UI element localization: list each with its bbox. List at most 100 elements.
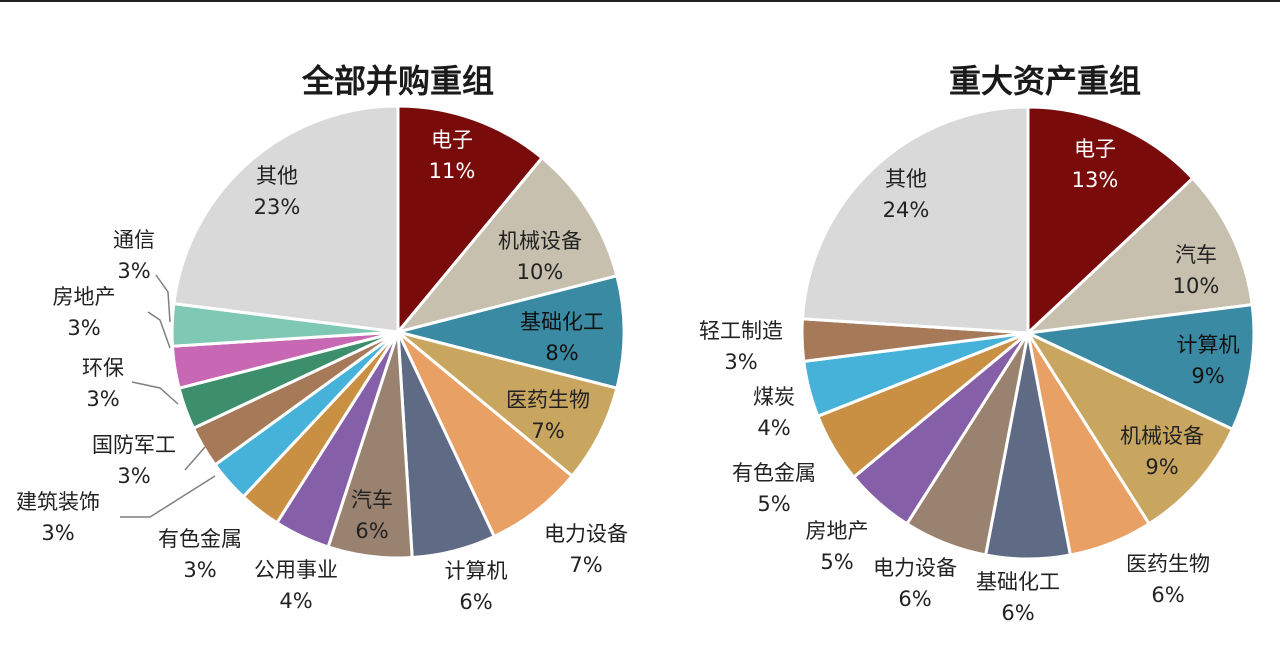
slice-label-基础化工: 基础化工 6% — [976, 570, 1060, 625]
slice-category-name: 环保 — [82, 356, 124, 380]
slice-percentage: 13% — [1072, 168, 1119, 192]
chart-title: 全部并购重组 — [301, 62, 494, 100]
pie-slice-其他 — [800, 105, 1030, 335]
pie-chart-major-asset-restructuring: 重大资产重组 电子 13% 汽车 10% 计算机 9% 机械设备 9% 医药生物 6% 基础化工 6%… — [699, 62, 1256, 625]
slice-percentage: 3% — [67, 316, 100, 340]
slice-percentage: 3% — [724, 350, 757, 374]
slice-percentage: 24% — [883, 198, 930, 222]
pie-chart-all-mna: 全部并购重组 电子 11% 机械设备 10% 基础化工 8% 医药生物 7% 电力设备 7% 计算机… — [16, 62, 628, 614]
slice-label-其他: 其他 23% — [254, 164, 301, 219]
slice-percentage: 3% — [41, 521, 74, 545]
slice-category-name: 电子 — [431, 128, 473, 152]
slice-percentage: 7% — [531, 419, 564, 443]
slice-category-name: 医药生物 — [506, 388, 590, 412]
slice-percentage: 6% — [459, 590, 492, 614]
slice-category-name: 机械设备 — [498, 229, 582, 253]
pie-slice-汽车 — [1026, 176, 1254, 335]
slice-label-计算机: 计算机 6% — [445, 559, 508, 614]
slice-percentage: 9% — [1191, 364, 1224, 388]
pie-slice-机械设备 — [1026, 331, 1234, 526]
slice-category-name: 其他 — [256, 164, 298, 188]
slice-category-name: 电子 — [1074, 137, 1116, 161]
pie-slice-基础化工 — [396, 274, 626, 390]
slice-percentage: 6% — [355, 519, 388, 543]
slice-label-环保: 环保 3% — [82, 356, 124, 411]
slice-category-name: 机械设备 — [1120, 424, 1204, 448]
slice-category-name: 基础化工 — [976, 570, 1060, 594]
slice-percentage: 7% — [569, 553, 602, 577]
leader-line-建筑装饰 — [120, 475, 216, 518]
slice-category-name: 国防军工 — [92, 433, 176, 457]
slice-label-机械设备: 机械设备 9% — [1120, 424, 1204, 479]
slice-category-name: 煤炭 — [753, 385, 795, 409]
top-border-line — [0, 0, 1280, 2]
leader-line-房地产 — [147, 311, 171, 349]
pie-slice-其他 — [172, 104, 400, 334]
slice-label-机械设备: 机械设备 10% — [498, 229, 582, 284]
slice-percentage: 3% — [183, 558, 216, 582]
slice-category-name: 其他 — [885, 167, 927, 191]
slice-category-name: 建筑装饰 — [16, 490, 100, 514]
leader-lines — [120, 274, 216, 518]
leader-line-国防军工 — [184, 446, 206, 471]
slice-category-name: 房地产 — [53, 285, 116, 309]
pie-slice-电子 — [1026, 105, 1195, 335]
slice-label-煤炭: 煤炭 4% — [753, 385, 795, 440]
slice-percentage: 3% — [86, 387, 119, 411]
slice-percentage: 3% — [117, 259, 150, 283]
slice-label-建筑装饰: 建筑装饰 3% — [16, 490, 100, 545]
slice-category-name: 公用事业 — [254, 558, 338, 582]
slice-percentage: 8% — [545, 341, 578, 365]
slice-percentage: 6% — [898, 587, 931, 611]
slice-labels: 电子 13% 汽车 10% 计算机 9% 机械设备 9% 医药生物 6% 基础化工 6% 电力设备 6% 房… — [699, 137, 1240, 625]
leader-line-环保 — [131, 381, 179, 405]
leader-line-通信 — [155, 274, 171, 323]
slice-category-name: 通信 — [113, 228, 155, 252]
pie-slices — [170, 104, 626, 560]
slice-label-房地产: 房地产 5% — [806, 519, 869, 574]
slice-label-医药生物: 医药生物 6% — [1126, 552, 1210, 607]
slice-percentage: 4% — [279, 589, 312, 613]
slice-percentage: 23% — [254, 195, 301, 219]
slice-percentage: 4% — [757, 416, 790, 440]
slice-label-电子: 电子 13% — [1072, 137, 1119, 192]
slice-label-计算机: 计算机 9% — [1177, 333, 1240, 388]
slice-label-轻工制造: 轻工制造 3% — [699, 319, 783, 374]
slice-label-汽车: 汽车 10% — [1173, 243, 1220, 298]
pie-slice-计算机 — [1026, 303, 1256, 431]
chart-title: 重大资产重组 — [949, 62, 1141, 100]
slice-percentage: 11% — [429, 159, 476, 183]
slice-label-基础化工: 基础化工 8% — [520, 310, 604, 365]
slice-category-name: 有色金属 — [732, 461, 816, 485]
slice-label-有色金属: 有色金属 3% — [158, 527, 242, 582]
pie-slice-电子 — [396, 104, 544, 334]
slice-label-电力设备: 电力设备 7% — [544, 522, 628, 577]
slice-label-其他: 其他 24% — [883, 167, 930, 222]
slice-label-电力设备: 电力设备 6% — [873, 556, 957, 611]
slice-label-房地产: 房地产 3% — [53, 285, 116, 340]
slice-labels: 电子 11% 机械设备 10% 基础化工 8% 医药生物 7% 电力设备 7% 计算机 6% 汽车 6% 公… — [16, 128, 628, 614]
slice-label-医药生物: 医药生物 7% — [506, 388, 590, 443]
slice-percentage: 3% — [117, 464, 150, 488]
slice-category-name: 轻工制造 — [699, 319, 783, 343]
slice-percentage: 10% — [1173, 274, 1220, 298]
slice-category-name: 计算机 — [1177, 333, 1240, 357]
slice-category-name: 基础化工 — [520, 310, 604, 334]
slice-label-国防军工: 国防军工 3% — [92, 433, 176, 488]
pie-slices — [800, 105, 1256, 561]
slice-category-name: 电力设备 — [544, 522, 628, 546]
slice-percentage: 6% — [1151, 583, 1184, 607]
slice-label-通信: 通信 3% — [113, 228, 155, 283]
slice-category-name: 房地产 — [806, 519, 869, 543]
slice-label-电子: 电子 11% — [429, 128, 476, 183]
slice-percentage: 10% — [517, 260, 564, 284]
slice-percentage: 9% — [1145, 455, 1178, 479]
slice-percentage: 5% — [757, 492, 790, 516]
slice-category-name: 汽车 — [1175, 243, 1217, 267]
slice-category-name: 医药生物 — [1126, 552, 1210, 576]
slice-category-name: 汽车 — [351, 488, 393, 512]
slice-label-公用事业: 公用事业 4% — [254, 558, 338, 613]
slice-category-name: 电力设备 — [873, 556, 957, 580]
slice-category-name: 计算机 — [445, 559, 508, 583]
